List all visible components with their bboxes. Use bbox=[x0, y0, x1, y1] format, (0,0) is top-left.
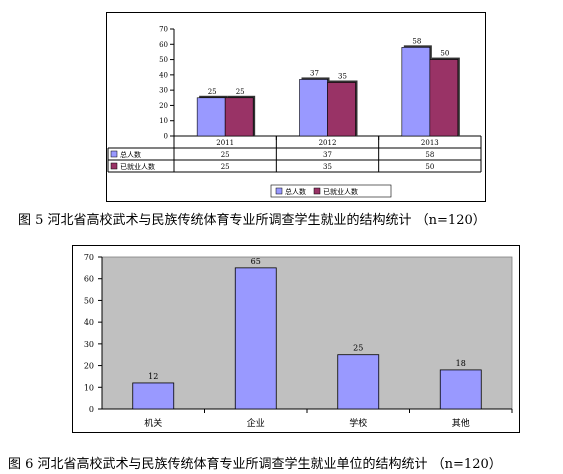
y-tick-label: 0 bbox=[89, 405, 94, 414]
data-label: 25 bbox=[353, 344, 363, 353]
legend-box bbox=[270, 184, 392, 198]
data-label: 65 bbox=[251, 257, 261, 266]
y-tick-label: 10 bbox=[159, 117, 168, 125]
y-tick-label: 0 bbox=[164, 133, 168, 141]
bar bbox=[439, 369, 482, 410]
data-label: 25 bbox=[236, 88, 245, 96]
x-tick-label: 2011 bbox=[216, 139, 234, 147]
y-tick-label: 10 bbox=[84, 383, 94, 392]
bar bbox=[196, 97, 226, 137]
table-legend-key bbox=[110, 162, 118, 170]
y-tick-label: 40 bbox=[159, 71, 168, 79]
bar bbox=[327, 82, 356, 137]
legend-label: 总人数 bbox=[285, 187, 306, 196]
y-tick-label: 20 bbox=[159, 102, 168, 110]
y-tick-label: 50 bbox=[84, 296, 94, 305]
y-tick-label: 30 bbox=[159, 87, 168, 95]
legend-swatch bbox=[313, 187, 321, 195]
figure6-chart: 0 10 20 30 40 50 60 70 12 机关 65 企业 25 学校 18 其他 bbox=[72, 245, 520, 433]
data-label: 58 bbox=[412, 37, 421, 45]
y-tick-label: 60 bbox=[84, 275, 94, 284]
table-cell: 37 bbox=[323, 151, 332, 159]
bar bbox=[401, 47, 431, 137]
table-series-label: 总人数 bbox=[120, 150, 141, 159]
x-tick-label: 学校 bbox=[349, 417, 367, 429]
table-series-label: 已就业人数 bbox=[120, 162, 155, 171]
bar bbox=[132, 382, 175, 410]
bar bbox=[224, 97, 254, 137]
bar bbox=[429, 59, 459, 137]
x-tick-label: 其他 bbox=[452, 417, 470, 429]
table-legend-key bbox=[110, 150, 118, 158]
figure6-caption: 图 6 河北省高校武术与民族传统体育专业所调查学生就业单位的结构统计 （n=12… bbox=[8, 457, 502, 472]
y-tick-label: 60 bbox=[159, 41, 168, 49]
y-tick-label: 20 bbox=[84, 362, 94, 371]
table-cell: 25 bbox=[221, 163, 230, 171]
data-label: 25 bbox=[208, 88, 217, 96]
data-label: 18 bbox=[456, 359, 466, 368]
x-tick-label: 机关 bbox=[144, 417, 162, 429]
data-label: 35 bbox=[338, 73, 347, 81]
bar bbox=[299, 79, 328, 137]
table-cell: 25 bbox=[221, 151, 230, 159]
data-label: 12 bbox=[148, 372, 158, 381]
legend-swatch bbox=[275, 187, 283, 195]
x-tick-label: 2013 bbox=[421, 139, 439, 147]
y-tick-label: 70 bbox=[159, 26, 168, 34]
figure5-caption: 图 5 河北省高校武术与民族传统体育专业所调查学生就业的结构统计 （n=120） bbox=[18, 213, 486, 228]
table-cell: 58 bbox=[425, 151, 434, 159]
figure5-svg: 0 10 20 30 40 50 60 70 25 25 37 35 58 50 2011 2012 2013 总… bbox=[106, 12, 486, 202]
table-cell: 50 bbox=[425, 163, 434, 171]
bar bbox=[234, 267, 277, 410]
table-cell: 35 bbox=[323, 163, 332, 171]
y-tick-label: 70 bbox=[84, 253, 94, 262]
figure6-svg: 0 10 20 30 40 50 60 70 12 机关 65 企业 25 学校 18 其他 bbox=[72, 245, 520, 433]
x-tick-label: 2012 bbox=[319, 139, 337, 147]
data-label: 37 bbox=[310, 69, 319, 77]
bar bbox=[337, 354, 380, 410]
y-tick-label: 40 bbox=[84, 318, 94, 327]
x-tick-label: 企业 bbox=[247, 417, 265, 429]
y-tick-label: 30 bbox=[84, 340, 94, 349]
legend-label: 已就业人数 bbox=[323, 187, 358, 196]
y-tick-label: 50 bbox=[159, 56, 168, 64]
data-label: 50 bbox=[440, 50, 449, 58]
figure5-chart: 0 10 20 30 40 50 60 70 25 25 37 35 58 50 2011 2012 2013 总… bbox=[106, 12, 486, 202]
